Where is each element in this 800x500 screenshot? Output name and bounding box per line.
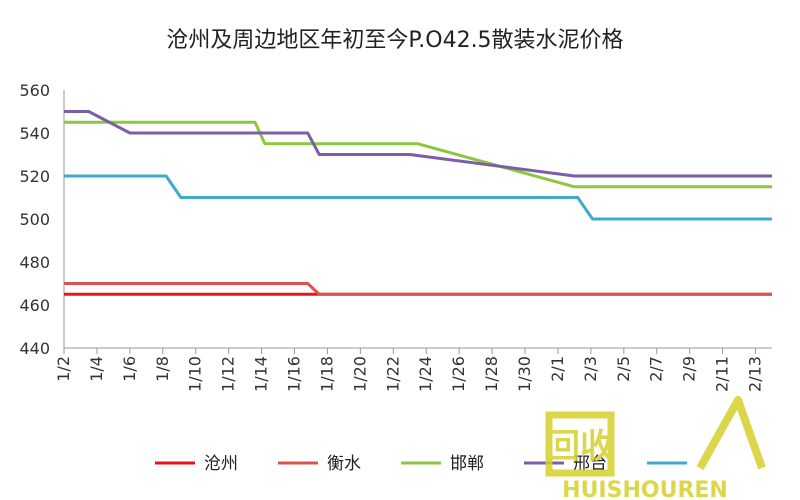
- chart-title: 沧州及周边地区年初至今P.O42.5散装水泥价格: [166, 28, 623, 53]
- x-tick-label: 1/20: [350, 356, 369, 392]
- watermark-cn-text: 回收: [546, 427, 614, 467]
- series-line: [64, 110, 772, 178]
- y-tick-label: 500: [19, 210, 50, 229]
- x-tick-label: 1/28: [482, 356, 501, 392]
- y-tick-label: 560: [19, 81, 50, 100]
- y-axis-ticks: 440 460 480 500 520 540 560: [19, 81, 50, 358]
- watermark-mountain-icon: [696, 396, 766, 470]
- axes: [63, 90, 772, 349]
- x-tick-label: 2/13: [746, 356, 765, 392]
- y-tick-label: 520: [19, 167, 50, 186]
- x-tick-label: 1/14: [252, 356, 271, 392]
- x-tick-label: 1/4: [87, 356, 106, 382]
- legend-label: 衡水: [327, 454, 361, 474]
- series-line: [64, 282, 772, 296]
- x-tick-label: 1/26: [449, 356, 468, 392]
- x-tick-label: 2/5: [614, 356, 633, 382]
- x-tick-label: 1/8: [153, 356, 172, 382]
- y-tick-label: 480: [19, 253, 50, 272]
- y-tick-label: 440: [19, 339, 50, 358]
- x-tick-label: 2/1: [548, 356, 567, 382]
- series-lines: [64, 110, 772, 296]
- watermark-logo: 回收 HUISHOUREN: [545, 396, 766, 500]
- x-axis-ticks: 1/2 1/4 1/6 1/8 1/10 1/12 1/14 1/16 1/18 1/20 1/22…: [54, 348, 765, 392]
- x-tick-label: 1/16: [285, 356, 304, 392]
- x-tick-label: 2/11: [713, 356, 732, 392]
- x-tick-label: 1/24: [416, 356, 435, 392]
- x-tick-label: 1/2: [54, 356, 73, 382]
- x-tick-label: 1/12: [219, 356, 238, 392]
- watermark-en-text: HUISHOUREN: [562, 478, 728, 500]
- watermark-box: [545, 411, 615, 477]
- legend-label: 邢台: [573, 454, 607, 474]
- x-tick-label: 1/22: [383, 356, 402, 392]
- y-tick-label: 460: [19, 296, 50, 315]
- x-tick-label: 2/7: [647, 356, 666, 382]
- x-tick-label: 2/9: [680, 356, 699, 382]
- legend: 沧州 衡水 邯郸 邢台: [155, 454, 687, 474]
- y-tick-label: 540: [19, 124, 50, 143]
- series-line: [64, 174, 772, 221]
- x-tick-label: 1/18: [317, 356, 336, 392]
- x-tick-label: 1/30: [515, 356, 534, 392]
- legend-label: 沧州: [204, 454, 238, 474]
- x-tick-label: 1/10: [186, 356, 205, 392]
- series-line: [64, 120, 772, 189]
- x-tick-label: 1/6: [120, 356, 139, 382]
- legend-label: 邯郸: [450, 454, 484, 474]
- x-tick-label: 2/3: [581, 356, 600, 382]
